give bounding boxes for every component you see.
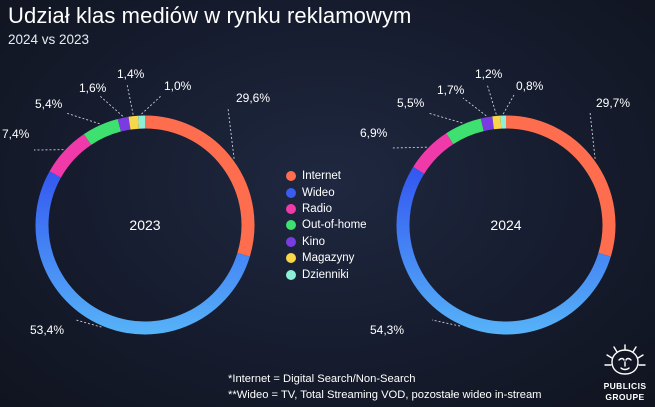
legend-swatch-radio — [286, 203, 296, 214]
legend: Internet Wideo Radio Out-of-home Kino Ma… — [286, 168, 367, 283]
lion-emblem-icon — [604, 344, 646, 375]
legend-label-out-of-home: Out-of-home — [302, 219, 367, 232]
data-label-kino-2024: 1,7% — [437, 83, 465, 97]
slice-kino-2024 — [480, 116, 494, 132]
footnote-wideo: **Wideo = TV, Total Streaming VOD, pozos… — [228, 389, 542, 401]
legend-swatch-out-of-home — [286, 220, 296, 231]
center-label-2023: 2023 — [129, 217, 160, 233]
data-label-radio-2024: 6,9% — [360, 126, 388, 140]
slice-wideo-2023 — [35, 171, 250, 335]
slice-radio-2023 — [49, 134, 92, 178]
legend-item-magazyny: Magazyny — [286, 250, 367, 266]
leader-line-wideo-2024 — [431, 319, 461, 327]
legend-item-kino: Kino — [286, 234, 367, 250]
data-label-radio-2023: 7,4% — [2, 127, 30, 141]
logo-text-groupe: GROUPE — [605, 392, 645, 402]
chart-title: Udział klas mediów w rynku reklamowym — [8, 3, 412, 28]
leader-line-kino-2024 — [462, 97, 487, 117]
legend-label-magazyny: Magazyny — [302, 252, 355, 265]
chart-subtitle: 2024 vs 2023 — [8, 32, 90, 47]
leader-line-magazyny-2024 — [486, 83, 497, 115]
legend-label-kino: Kino — [302, 235, 326, 248]
legend-swatch-kino — [286, 236, 296, 247]
leader-line-wideo-2023 — [75, 319, 102, 328]
legend-label-radio: Radio — [302, 202, 333, 215]
center-label-2024: 2024 — [490, 217, 521, 233]
leader-line-internet-2023 — [227, 107, 235, 159]
data-label-internet-2023: 29,6% — [236, 91, 270, 105]
legend-label-wideo: Wideo — [302, 186, 335, 199]
data-label-magazyny-2023: 1,4% — [117, 67, 145, 81]
data-label-dzienniki-2024: 0,8% — [516, 79, 544, 93]
data-label-kino-2023: 1,6% — [79, 81, 107, 95]
slice-magazyny-2024 — [492, 115, 502, 130]
legend-item-dzienniki: Dzienniki — [286, 266, 367, 282]
footnote-internet: *Internet = Digital Search/Non-Search — [228, 373, 416, 385]
data-label-internet-2024: 29,7% — [596, 96, 630, 110]
data-label-out-of-home-2023: 5,4% — [35, 97, 63, 111]
slice-kino-2023 — [117, 116, 131, 132]
data-label-wideo-2023: 53,4% — [30, 323, 64, 337]
slice-out-of-home-2024 — [446, 118, 484, 145]
legend-swatch-internet — [286, 171, 296, 182]
legend-label-internet: Internet — [302, 170, 341, 183]
legend-item-radio: Radio — [286, 201, 367, 217]
slice-internet-2024 — [505, 115, 616, 257]
legend-item-wideo: Wideo — [286, 184, 367, 200]
data-label-out-of-home-2024: 5,5% — [397, 96, 425, 110]
legend-item-internet: Internet — [286, 168, 367, 184]
leader-line-radio-2024 — [391, 146, 427, 149]
legend-swatch-dzienniki — [286, 269, 296, 280]
footnotes: *Internet = Digital Search/Non-Search **… — [228, 371, 542, 403]
leader-line-out-of-home-2023 — [65, 112, 100, 125]
slice-wideo-2024 — [396, 166, 611, 335]
slice-internet-2023 — [144, 115, 255, 257]
leader-line-dzienniki-2023 — [141, 94, 163, 115]
leader-line-kino-2023 — [99, 95, 124, 117]
legend-swatch-magazyny — [286, 253, 296, 264]
data-label-magazyny-2024: 1,2% — [475, 67, 503, 81]
publicis-groupe-logo: PUBLICIS GROUPE — [599, 344, 651, 404]
legend-item-out-of-home: Out-of-home — [286, 217, 367, 233]
legend-swatch-wideo — [286, 187, 296, 198]
donut-2024: 29,7% 54,3% 6,9% 5,5% 1,7% 1,2% 0,8% 2024 — [360, 67, 630, 337]
logo-text-publicis: PUBLICIS — [603, 381, 647, 391]
leader-line-dzienniki-2024 — [502, 94, 515, 115]
slice-out-of-home-2023 — [83, 118, 122, 146]
slice-radio-2024 — [413, 133, 454, 174]
legend-label-dzienniki: Dzienniki — [302, 268, 349, 281]
donut-2023: 29,6% 53,4% 7,4% 5,4% 1,6% 1,4% 1,0% 2023 — [2, 67, 270, 337]
leader-line-out-of-home-2024 — [427, 112, 463, 124]
data-label-dzienniki-2023: 1,0% — [164, 79, 192, 93]
leader-line-internet-2024 — [589, 111, 596, 159]
slice-magazyny-2023 — [128, 115, 139, 130]
data-label-wideo-2024: 54,3% — [370, 323, 404, 337]
leader-line-magazyny-2023 — [126, 83, 134, 115]
